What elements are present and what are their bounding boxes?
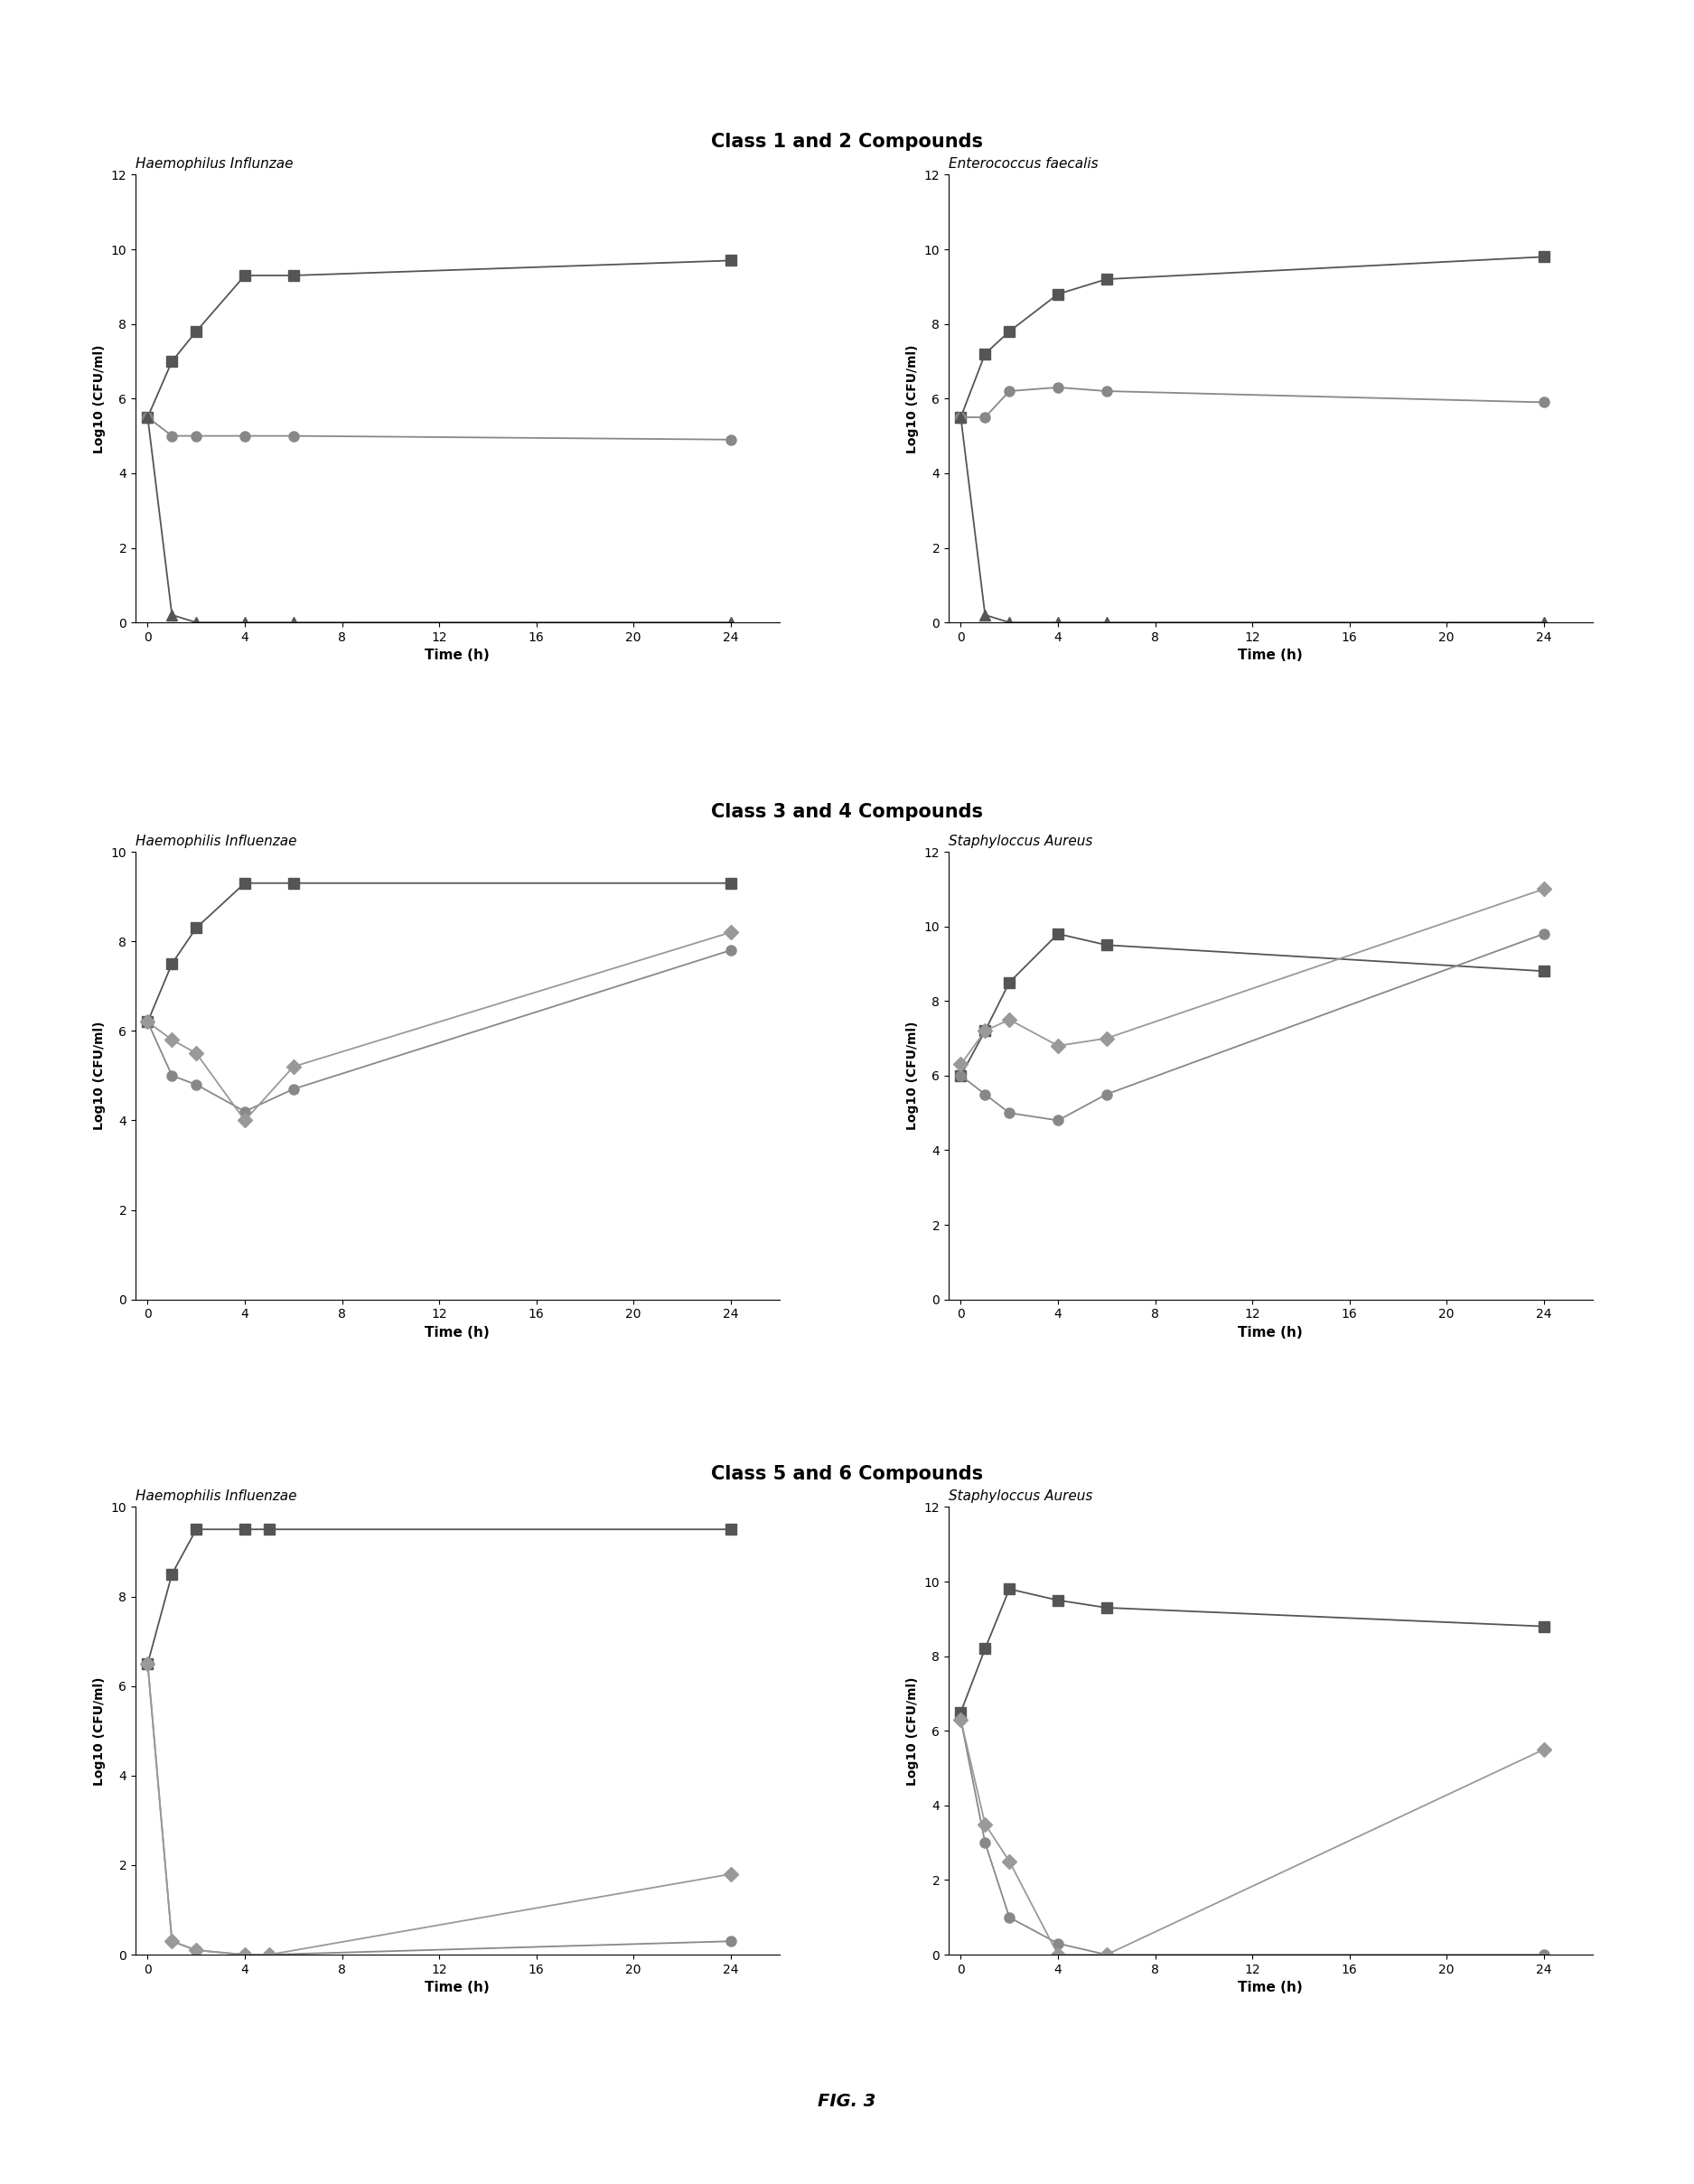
Y-axis label: Log10 (CFU/ml): Log10 (CFU/ml) [93, 1022, 105, 1129]
Text: Staphyloccus Aureus: Staphyloccus Aureus [949, 834, 1093, 847]
Text: Class 1 and 2 Compounds: Class 1 and 2 Compounds [711, 133, 983, 151]
Y-axis label: Log10 (CFU/ml): Log10 (CFU/ml) [906, 345, 918, 452]
Y-axis label: Log10 (CFU/ml): Log10 (CFU/ml) [93, 345, 105, 452]
X-axis label: Time (h): Time (h) [1238, 1326, 1303, 1339]
Y-axis label: Log10 (CFU/ml): Log10 (CFU/ml) [906, 1677, 918, 1784]
Text: Class 3 and 4 Compounds: Class 3 and 4 Compounds [711, 804, 983, 821]
Text: Enterococcus faecalis: Enterococcus faecalis [949, 157, 1098, 170]
Text: FIG. 3: FIG. 3 [818, 2092, 876, 2110]
Text: Staphyloccus Aureus: Staphyloccus Aureus [949, 1489, 1093, 1503]
Y-axis label: Log10 (CFU/ml): Log10 (CFU/ml) [906, 1022, 918, 1129]
X-axis label: Time (h): Time (h) [1238, 1981, 1303, 1994]
Y-axis label: Log10 (CFU/ml): Log10 (CFU/ml) [93, 1677, 105, 1784]
Text: Class 5 and 6 Compounds: Class 5 and 6 Compounds [711, 1465, 983, 1483]
Text: Haemophilus Influnzae: Haemophilus Influnzae [136, 157, 293, 170]
X-axis label: Time (h): Time (h) [425, 649, 490, 662]
Text: Haemophilis Influenzae: Haemophilis Influenzae [136, 834, 296, 847]
X-axis label: Time (h): Time (h) [1238, 649, 1303, 662]
X-axis label: Time (h): Time (h) [425, 1326, 490, 1339]
X-axis label: Time (h): Time (h) [425, 1981, 490, 1994]
Text: Haemophilis Influenzae: Haemophilis Influenzae [136, 1489, 296, 1503]
